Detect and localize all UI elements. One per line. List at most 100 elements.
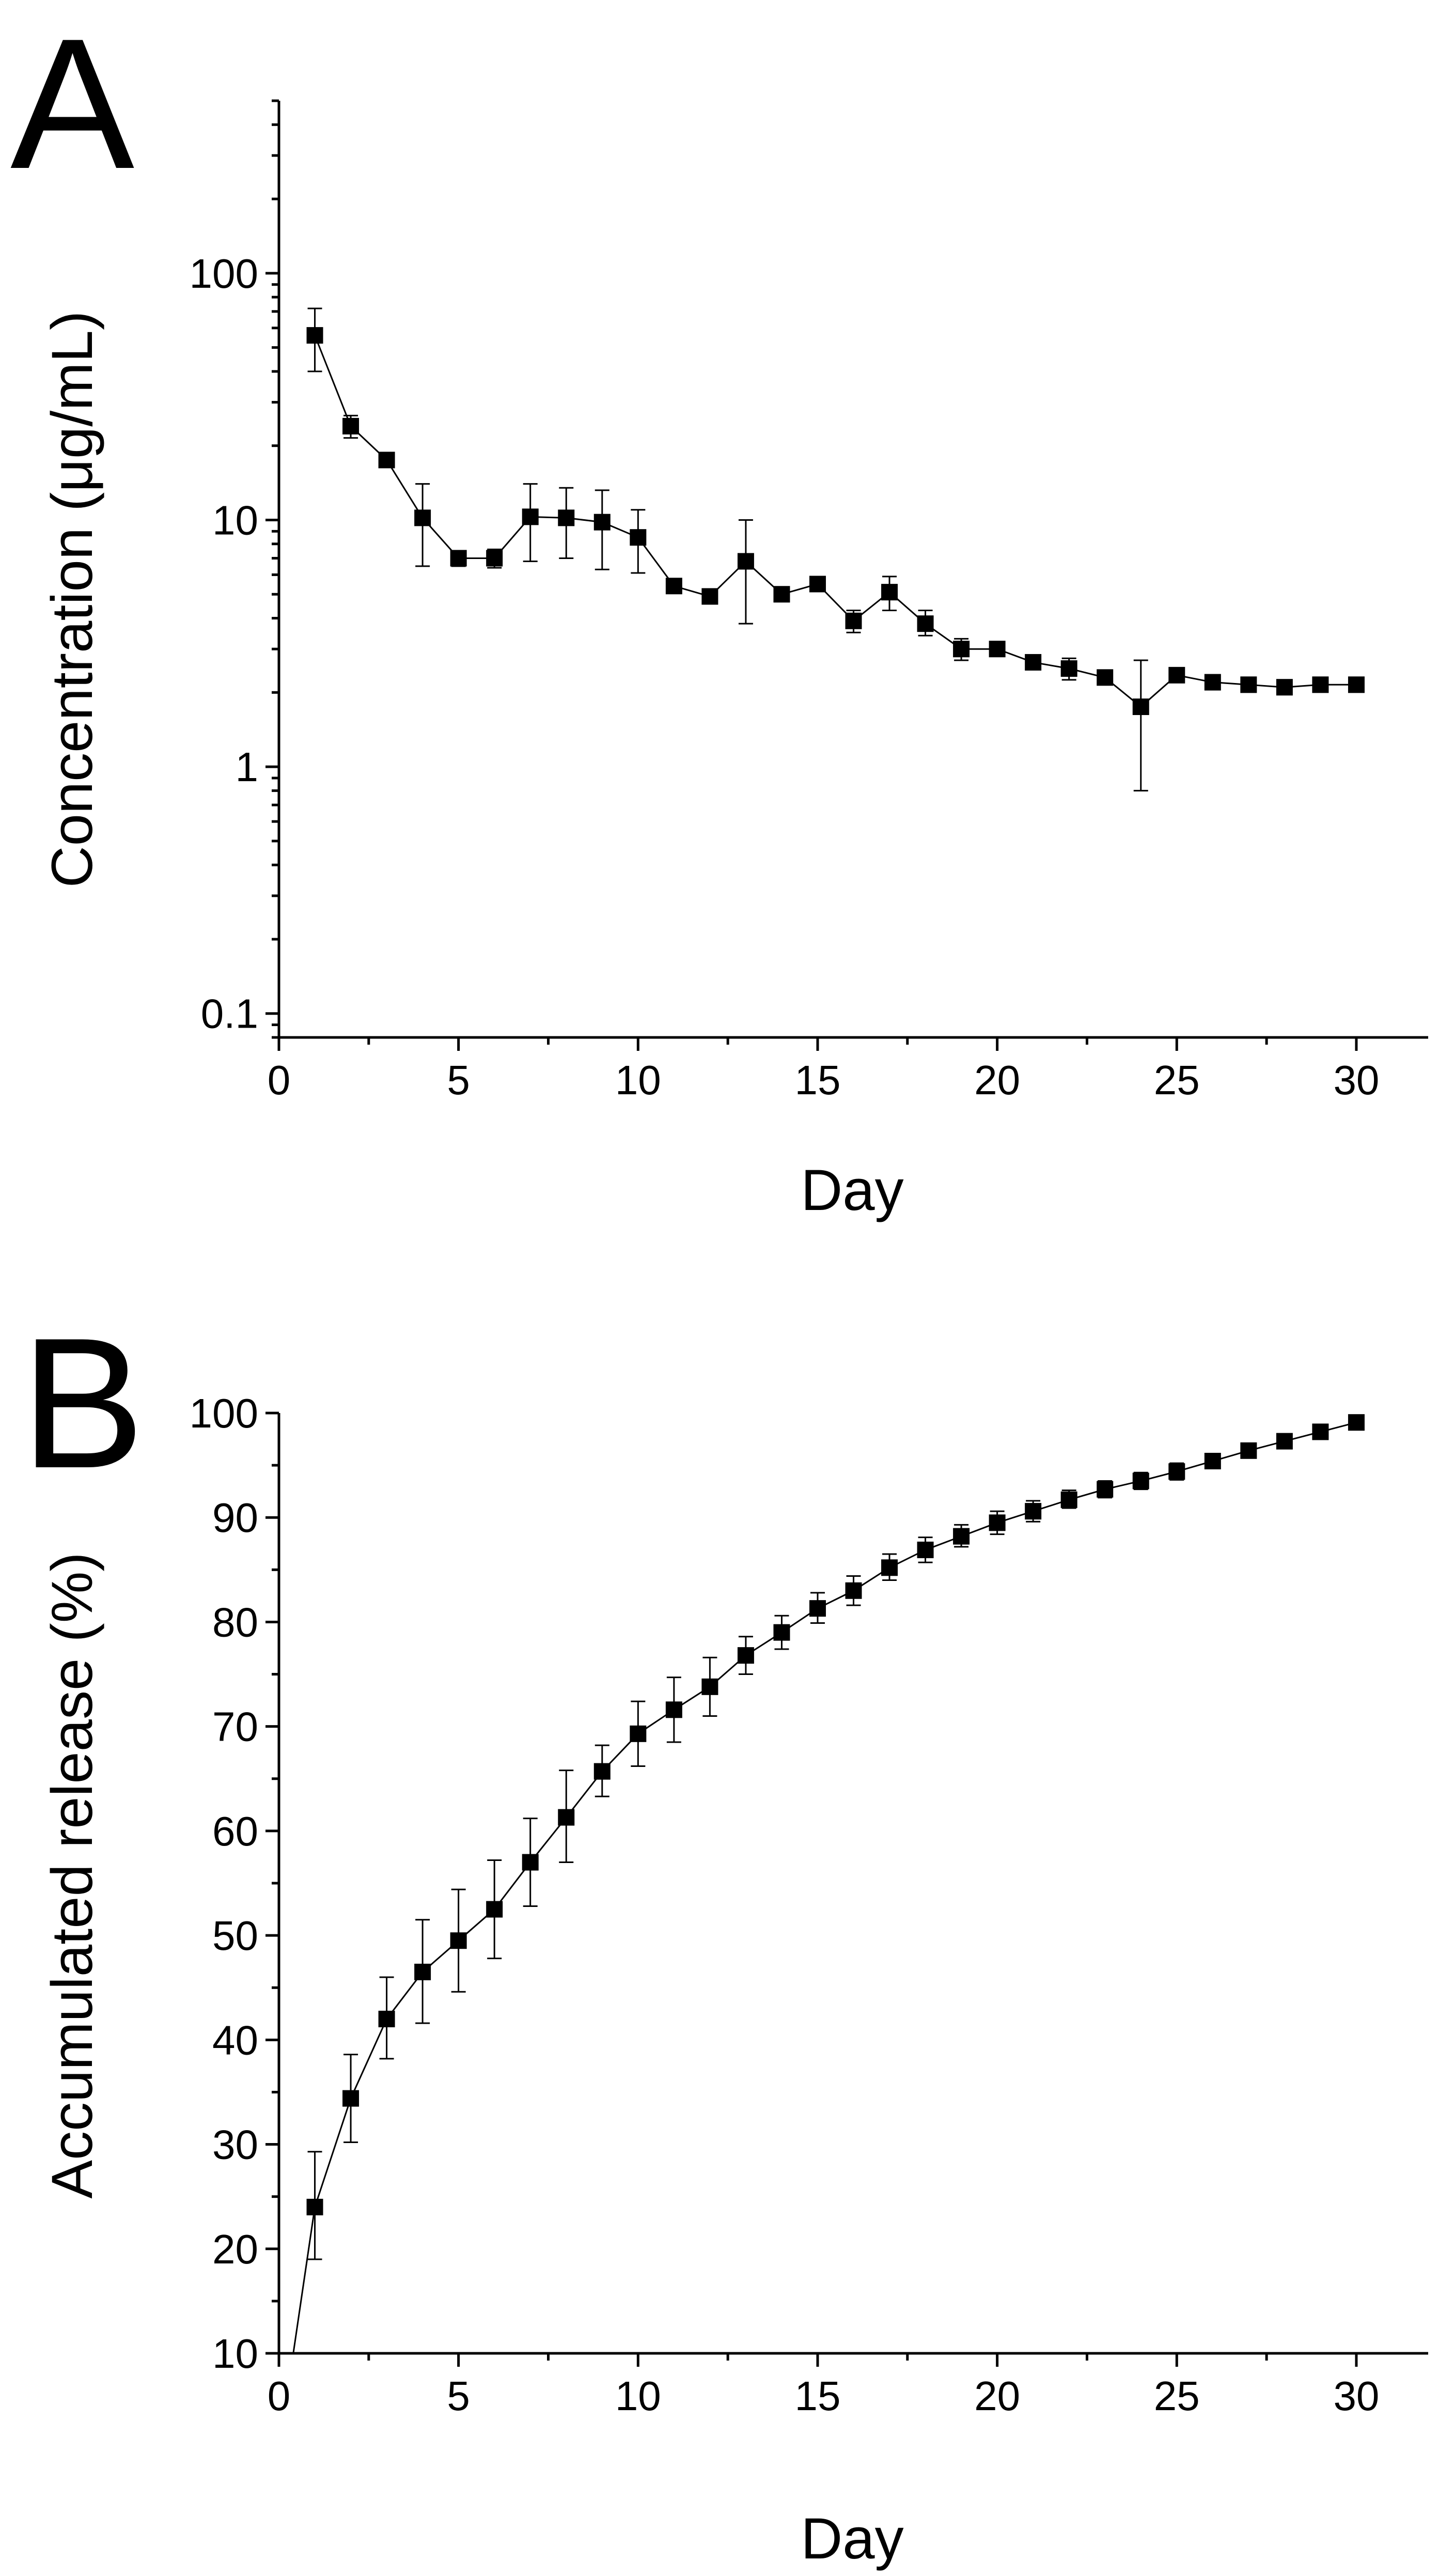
- panel-b-data-point: [1204, 1453, 1221, 1470]
- panel-a-data-point: [1348, 676, 1365, 693]
- panel-a-data-point: [558, 509, 575, 526]
- panel-a-data-point: [953, 641, 970, 658]
- panel-a-data-point: [917, 615, 934, 632]
- panel-b-data-point: [1168, 1463, 1185, 1480]
- panel-a-error-bar: [738, 519, 753, 625]
- panel-b-data-point: [917, 1541, 934, 1558]
- panel-a-data-point: [342, 417, 359, 434]
- panel-a-data-point: [845, 612, 862, 629]
- panel-b-y-tick-label: 10: [212, 2331, 258, 2377]
- panel-b-data-point: [593, 1763, 611, 1780]
- panel-b-data-point: [1025, 1503, 1042, 1520]
- panel-b-x-tick-label: 0: [268, 2373, 291, 2419]
- panel-a-data-point: [701, 588, 718, 605]
- panel-b-x-tick-label: 5: [447, 2373, 470, 2419]
- panel-b-data-point: [1348, 1414, 1365, 1431]
- panel-a-ticks: 0 5 10 15 20 25 30 0.1 1 10 100: [190, 99, 1379, 1103]
- panel-b-x-tick-label: 20: [974, 2373, 1020, 2419]
- panel-a-y-tick-label: 0.1: [201, 991, 258, 1037]
- panel-b-y-tick-label: 100: [190, 1390, 258, 1436]
- panel-a-data-point: [737, 553, 754, 570]
- panel-a-x-axis-title: Day: [801, 1158, 903, 1222]
- panel-a-data-point: [665, 578, 682, 595]
- panel-a-error-bar: [1133, 659, 1148, 792]
- panel-b-data-point: [989, 1514, 1006, 1531]
- panel-a-series: [306, 307, 1365, 792]
- panel-a-y-tick-label: 10: [212, 497, 258, 543]
- panel-b-data-point: [773, 1624, 790, 1641]
- panel-b-data-point: [1132, 1472, 1149, 1489]
- panel-b-data-point: [486, 1901, 503, 1918]
- panel-b-data-point: [630, 1725, 647, 1742]
- panel-a-data-point: [1240, 676, 1257, 693]
- panel-a-y-tick-label: 100: [190, 251, 258, 297]
- panel-b-data-point: [306, 2198, 323, 2215]
- panel-a-label: A: [10, 0, 135, 208]
- panel-a-x-tick-label: 10: [615, 1057, 661, 1103]
- panel-a-data-point: [1025, 654, 1042, 671]
- panel-b-data-point: [450, 1932, 467, 1949]
- panel-b-y-tick-label: 30: [212, 2122, 258, 2168]
- panel-b-x-tick-label: 30: [1333, 2373, 1379, 2419]
- panel-b-data-point: [414, 1963, 431, 1980]
- panel-a-y-axis-title: Concentration (μg/mL): [40, 311, 104, 888]
- panel-a-data-point: [1168, 666, 1185, 684]
- panel-a-x-tick-label: 30: [1333, 1057, 1379, 1103]
- panel-b-y-tick-label: 40: [212, 2017, 258, 2063]
- panel-b-data-point: [558, 1809, 575, 1826]
- panel-a-data-point: [809, 576, 826, 593]
- panel-a-data-point: [989, 641, 1006, 658]
- panel-b-data-point: [1276, 1433, 1293, 1450]
- panel-b-data-point: [701, 1678, 718, 1695]
- panel-b-data-point: [953, 1528, 970, 1545]
- panel-a-data-point: [630, 529, 647, 546]
- panel-a-data-point: [593, 514, 611, 531]
- panel-b-label: B: [21, 1299, 145, 1507]
- panel-b-y-tick-label: 20: [212, 2226, 258, 2272]
- panel-b-data-point: [1060, 1491, 1077, 1508]
- panel-b-data-point: [809, 1600, 826, 1617]
- panel-a-data-point: [1060, 660, 1077, 677]
- panel-b-series: [292, 1414, 1365, 2354]
- panel-a-axes: [277, 101, 1428, 1039]
- panel-a-x-tick-label: 0: [268, 1057, 291, 1103]
- panel-b-ticks: 0 5 10 15 20 25 30 10 20 30 40 50 60 70 80 90 100: [190, 1390, 1380, 2419]
- panel-a-data-point: [1276, 679, 1293, 696]
- panel-b-data-point: [522, 1854, 539, 1871]
- panel-b-y-tick-label: 80: [212, 1599, 258, 1645]
- panel-a-data-point: [486, 550, 503, 567]
- panel-a-data-point: [1132, 699, 1149, 716]
- panel-a-y-tick-label: 1: [236, 744, 259, 790]
- panel-b-data-point: [1240, 1442, 1257, 1459]
- panel-b-data-point: [845, 1582, 862, 1599]
- panel-b-y-axis-title: Accumulated release (%): [40, 1552, 104, 2198]
- panel-b-x-tick-label: 15: [794, 2373, 840, 2419]
- panel-b-data-point: [1097, 1481, 1114, 1498]
- panel-a-x-tick-label: 25: [1154, 1057, 1200, 1103]
- panel-b-x-tick-label: 25: [1154, 2373, 1200, 2419]
- panel-b-data-point: [881, 1559, 898, 1576]
- panel-a-data-point: [378, 452, 395, 469]
- panel-b-y-tick-label: 70: [212, 1704, 258, 1750]
- panel-a-chart: A 0 5 10 15 20 25 30 0.1 1 10 100 Day Concentratio…: [10, 0, 1428, 1222]
- panel-a-data-point: [450, 550, 467, 567]
- panel-a-data-point: [306, 327, 323, 344]
- panel-b-data-point: [737, 1647, 754, 1664]
- panel-a-x-tick-label: 15: [794, 1057, 840, 1103]
- panel-a-data-point: [522, 508, 539, 525]
- panel-a-data-point: [1097, 669, 1114, 686]
- panel-b-data-point: [378, 2010, 395, 2027]
- panel-a-x-tick-label: 5: [447, 1057, 470, 1103]
- panel-a-data-point: [1204, 674, 1221, 691]
- panel-b-data-point: [342, 2090, 359, 2107]
- panel-a-data-point: [773, 586, 790, 603]
- panel-a-data-point: [1312, 676, 1329, 693]
- panel-b-y-tick-label: 90: [212, 1495, 258, 1541]
- panel-a-data-point: [881, 584, 898, 601]
- panel-b-y-tick-label: 50: [212, 1913, 258, 1959]
- panel-b-data-point: [665, 1701, 682, 1718]
- panel-b-x-axis-title: Day: [801, 2506, 903, 2571]
- panel-b-x-tick-label: 10: [615, 2373, 661, 2419]
